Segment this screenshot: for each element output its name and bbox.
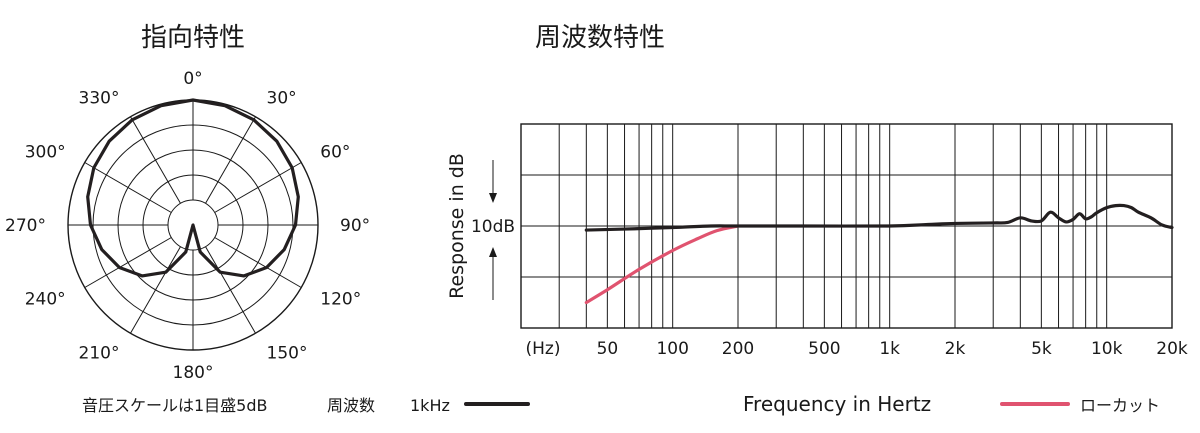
polar-spoke-240 [84, 237, 172, 288]
polar-angle-label: 60° [320, 143, 350, 163]
freq-tick-label: 10k [1091, 339, 1123, 359]
polar-angle-label: 180° [173, 363, 214, 383]
freq-tick-label: 50 [597, 339, 619, 359]
polar-curve-group [86, 98, 300, 278]
polar-grid [67, 99, 319, 351]
freq-unit-label: (Hz) [526, 339, 561, 359]
polar-curve [86, 98, 300, 278]
polar-angle-label: 30° [267, 89, 297, 109]
polar-angle-label: 330° [79, 89, 120, 109]
freq-tick-label: 2k [945, 339, 966, 359]
footer: 音圧スケールは1目盛5dB 周波数 1kHz Frequency in Hert… [82, 392, 1160, 416]
polar-angle-label: 0° [183, 69, 202, 89]
polar-title: 指向特性 [141, 23, 245, 53]
polar-spoke-30 [205, 116, 256, 204]
freq-series-lowcut [584, 224, 740, 305]
scale-note: 音圧スケールは1目盛5dB [82, 396, 268, 415]
freq-ylabel: Response in dB [446, 153, 468, 299]
polar-spoke-300 [84, 162, 172, 213]
freq-tick-labels: (Hz) 50 100 200 500 1k 2k 5k 10k 20k [526, 339, 1188, 359]
polar-pattern-chart: 指向特性 0° 30° 60° 90° 120° 150° 180° 210° 240° 270°… [5, 23, 370, 383]
polar-angle-label: 270° [5, 216, 46, 236]
polar-angle-label: 300° [25, 143, 66, 163]
polar-angle-label: 210° [79, 343, 120, 363]
polar-angle-label: 240° [25, 290, 66, 310]
polar-spoke-120 [214, 237, 302, 288]
freq-tick-label: 5k [1031, 339, 1052, 359]
freq-xlabel: Frequency in Hertz [743, 392, 931, 416]
legend-lowcut-label: ローカット [1080, 396, 1160, 415]
freq-tick-label: 500 [808, 339, 840, 359]
scale-arrow-down-head [489, 193, 497, 203]
frequency-response-chart: 周波数特性 (Hz) 50 100 200 500 1k 2k 5k 10k 20k Respon… [446, 23, 1188, 359]
freq-series-main [584, 203, 1174, 232]
polar-angle-label: 120° [320, 290, 361, 310]
legend-freq-value: 1kHz [410, 396, 450, 415]
freq-tick-label: 100 [656, 339, 688, 359]
scale-10db-arrows [489, 160, 497, 300]
polar-angle-label: 90° [340, 216, 370, 236]
polar-angle-labels: 0° 30° 60° 90° 120° 150° 180° 210° 240° 270° 300° 3… [5, 69, 370, 383]
freq-tick-label: 200 [722, 339, 754, 359]
scale-10db-label: 10dB [471, 217, 515, 237]
polar-spoke-330 [130, 116, 181, 204]
polar-spoke-60 [214, 162, 302, 213]
polar-spoke-150 [205, 246, 256, 334]
polar-angle-label: 150° [267, 343, 308, 363]
freq-tick-label: 1k [879, 339, 900, 359]
polar-spoke-210 [130, 246, 181, 334]
legend-freq-label: 周波数 [327, 396, 375, 415]
freq-tick-label: 20k [1156, 339, 1188, 359]
freq-series-group [584, 203, 1174, 305]
scale-arrow-up-head [489, 247, 497, 257]
freq-title: 周波数特性 [535, 23, 665, 53]
